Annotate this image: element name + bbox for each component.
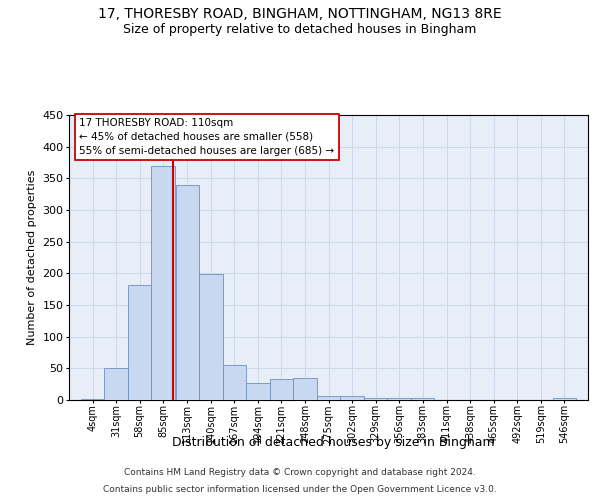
Bar <box>128 286 151 400</box>
Text: Size of property relative to detached houses in Bingham: Size of property relative to detached ho… <box>124 22 476 36</box>
Bar <box>151 166 175 400</box>
Bar <box>270 379 293 400</box>
Bar <box>246 383 270 400</box>
Bar <box>387 398 411 400</box>
Text: 17, THORESBY ROAD, BINGHAM, NOTTINGHAM, NG13 8RE: 17, THORESBY ROAD, BINGHAM, NOTTINGHAM, … <box>98 8 502 22</box>
Bar <box>411 398 434 400</box>
Bar <box>317 396 340 400</box>
Bar <box>364 398 387 400</box>
Bar <box>223 365 246 400</box>
Text: Distribution of detached houses by size in Bingham: Distribution of detached houses by size … <box>172 436 494 449</box>
Text: Contains HM Land Registry data © Crown copyright and database right 2024.: Contains HM Land Registry data © Crown c… <box>124 468 476 477</box>
Y-axis label: Number of detached properties: Number of detached properties <box>27 170 37 345</box>
Text: 17 THORESBY ROAD: 110sqm
← 45% of detached houses are smaller (558)
55% of semi-: 17 THORESBY ROAD: 110sqm ← 45% of detach… <box>79 118 335 156</box>
Bar <box>293 378 317 400</box>
Bar <box>199 274 223 400</box>
Bar <box>176 184 199 400</box>
Bar <box>81 398 104 400</box>
Bar <box>340 396 364 400</box>
Text: Contains public sector information licensed under the Open Government Licence v3: Contains public sector information licen… <box>103 486 497 494</box>
Bar <box>104 368 128 400</box>
Bar <box>553 398 576 400</box>
